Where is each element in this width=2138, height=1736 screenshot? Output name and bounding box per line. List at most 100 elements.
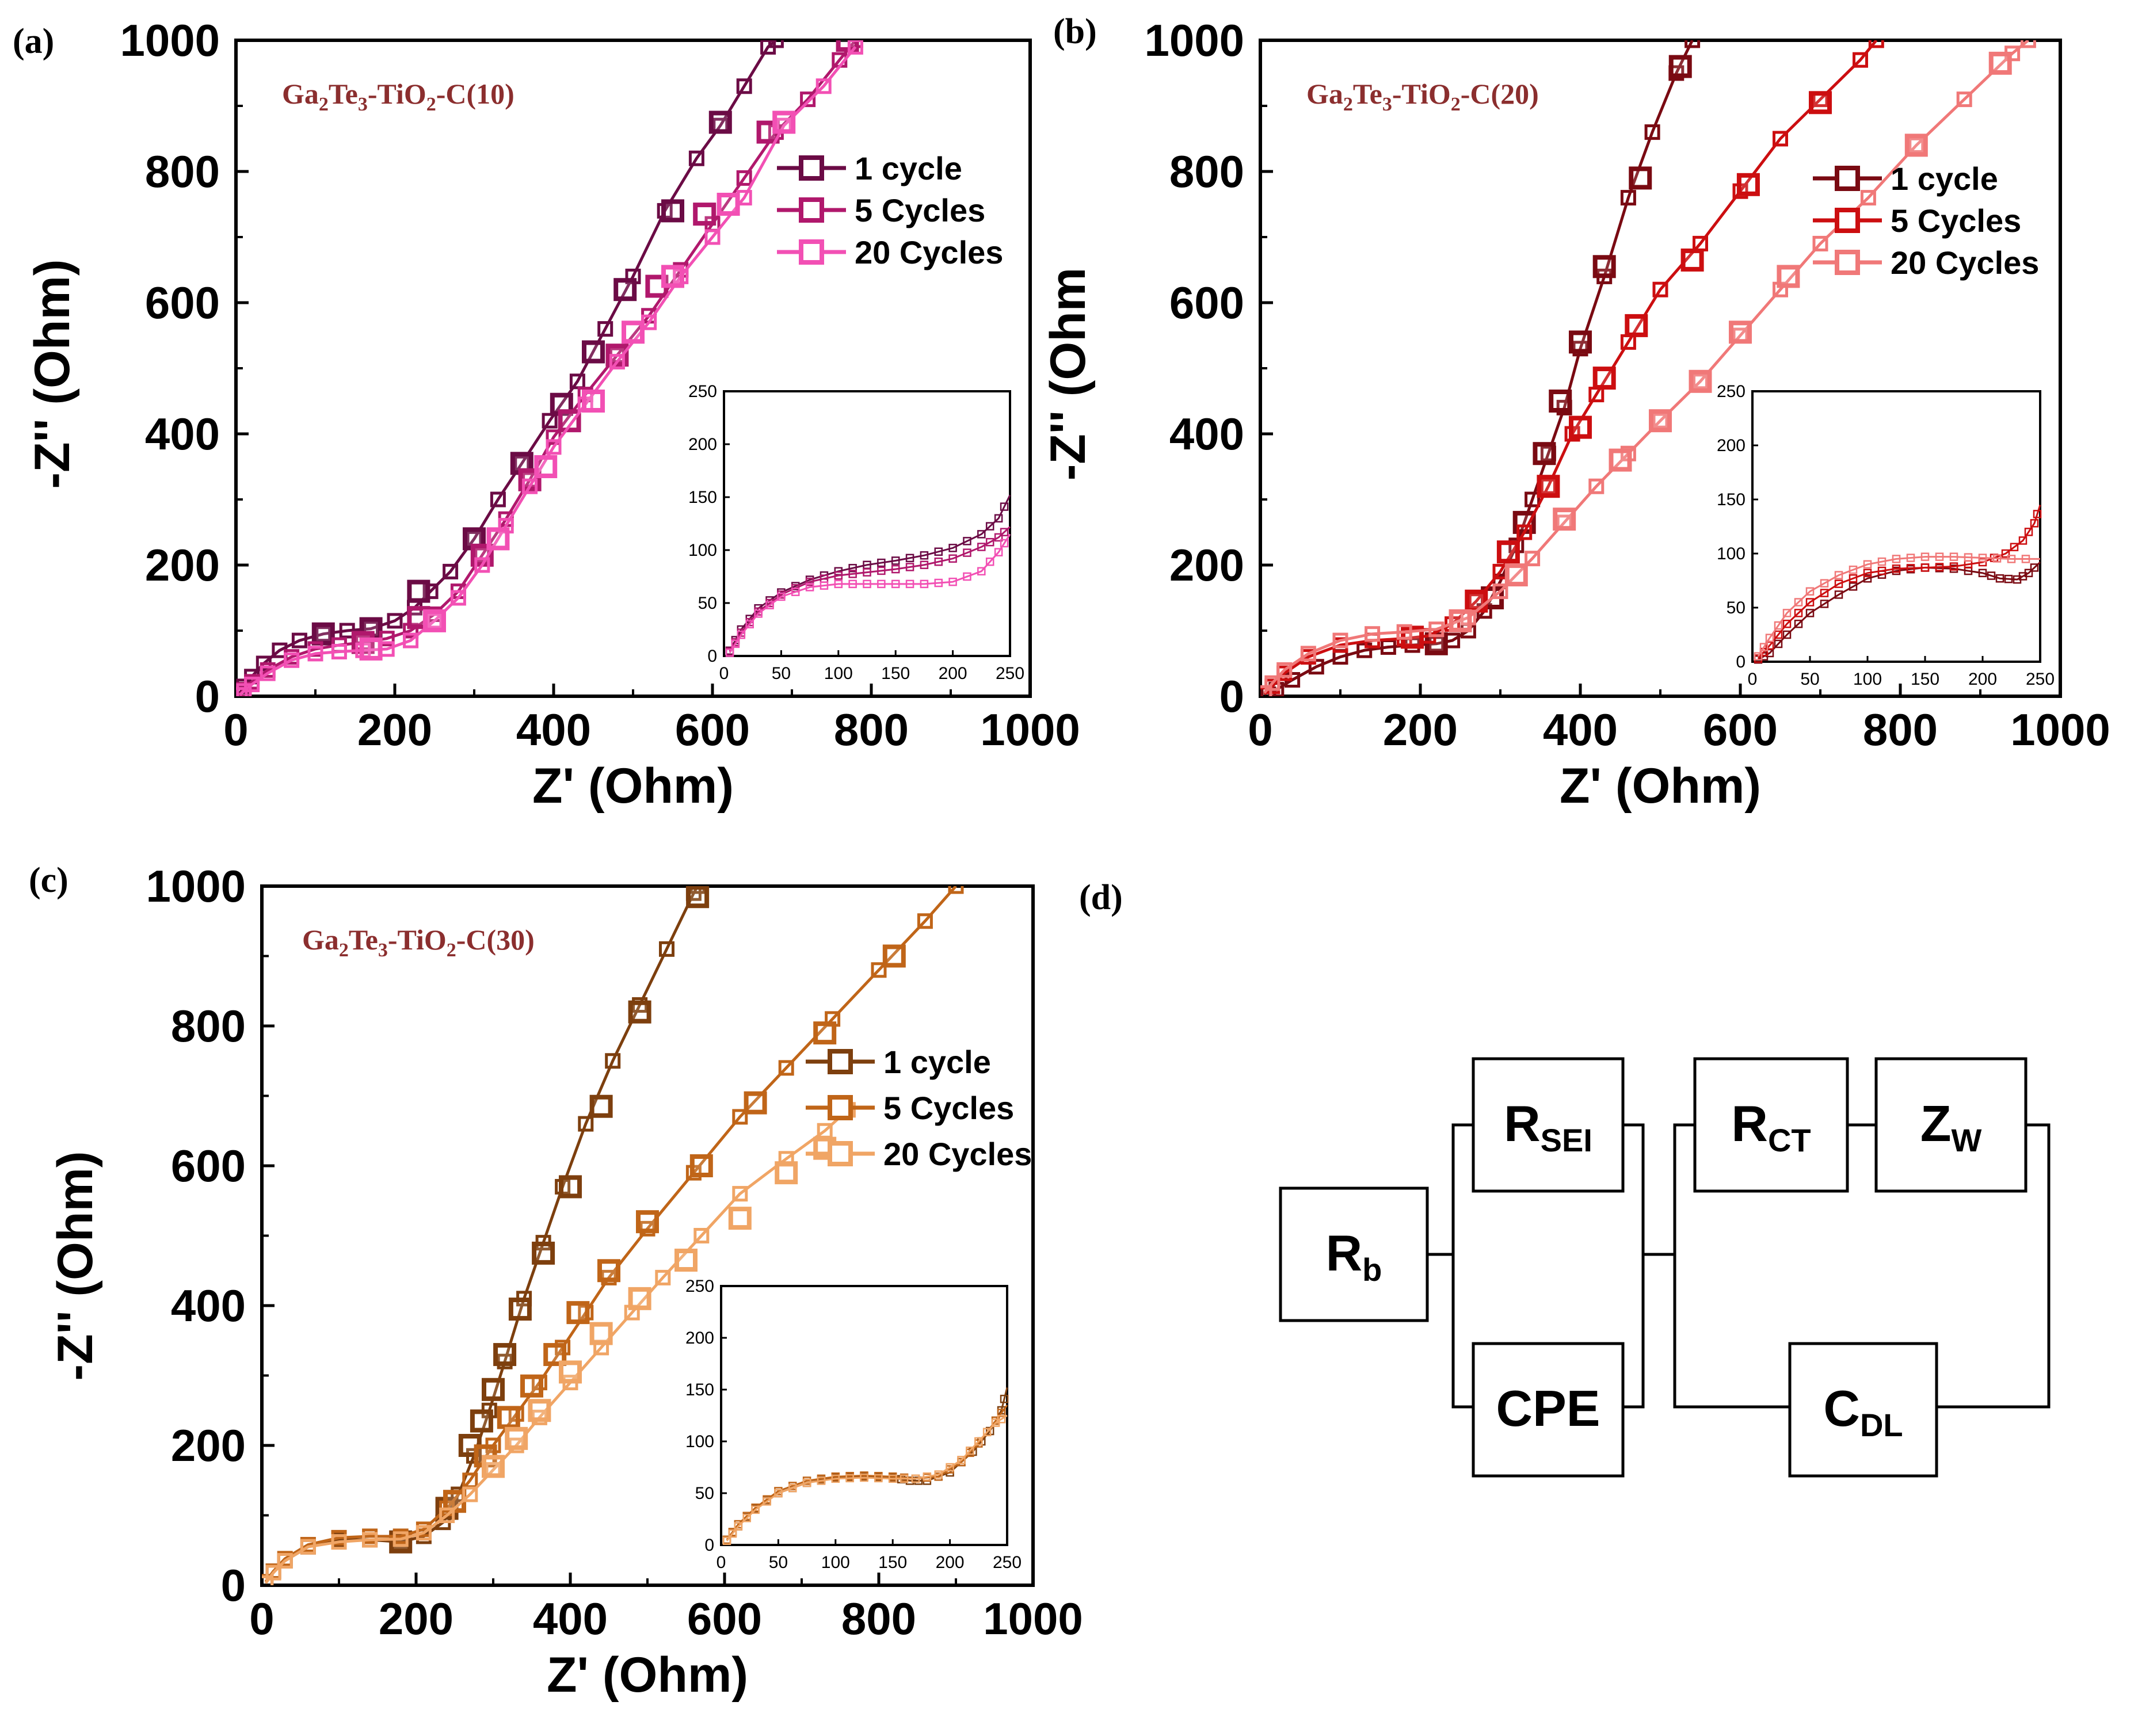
resistor-rct-box xyxy=(1693,1057,1849,1193)
legend-entry: 20 Cycles xyxy=(806,1136,1032,1172)
series-point xyxy=(1332,632,1348,648)
y-tick-label: 600 xyxy=(145,277,220,328)
inset-point xyxy=(863,568,871,577)
inset-point xyxy=(1000,502,1009,511)
series-marker xyxy=(1680,248,1704,272)
inset-point xyxy=(966,1446,974,1455)
inset-y-tick-label: 150 xyxy=(1717,490,1746,509)
series-marker xyxy=(520,1374,543,1398)
series-point xyxy=(1588,478,1605,494)
x-tick-label: 400 xyxy=(533,1593,608,1644)
series-point xyxy=(1572,341,1588,357)
inset-point xyxy=(1820,600,1829,608)
inset-point xyxy=(1863,569,1872,578)
chart-panel-1: (a)Ga2Te3-TiO2-C(10)0 200 400 600 800 1000020… xyxy=(13,15,1080,814)
inset-y-tick-label: 150 xyxy=(685,1380,714,1399)
series-point xyxy=(1276,662,1293,678)
series-point xyxy=(462,1486,478,1502)
inset-point xyxy=(1794,619,1803,628)
inset-x-tick-label: 200 xyxy=(939,664,967,683)
series-point xyxy=(1264,675,1280,691)
series-marker xyxy=(1449,609,1472,632)
inset-x-tick-label: 150 xyxy=(881,664,910,683)
series-point xyxy=(1300,646,1316,662)
series-marker xyxy=(1553,508,1576,531)
series-point xyxy=(403,632,419,648)
inset-point xyxy=(788,1483,797,1493)
series-line-3 xyxy=(239,45,857,696)
legend-marker xyxy=(1835,166,1860,191)
series-marker xyxy=(717,193,740,216)
inset-point xyxy=(891,579,900,589)
series-point xyxy=(331,1534,347,1550)
series-marker xyxy=(686,886,710,909)
inset-x-tick-label: 100 xyxy=(1853,670,1882,689)
series-point xyxy=(416,1525,432,1541)
legend-entry: 5 Cycles xyxy=(1813,203,2021,239)
resistor-rct-label: RCT xyxy=(1731,1095,1811,1158)
capacitor-cdl-box xyxy=(1788,1342,1938,1478)
inset-point xyxy=(905,563,914,571)
series-point xyxy=(597,321,613,337)
series-marker xyxy=(505,1426,528,1450)
x-tick-label: 1000 xyxy=(983,1593,1083,1644)
series-line-1 xyxy=(238,40,777,694)
resistor-rsei-box xyxy=(1472,1057,1625,1193)
capacitor-cdl: CDL xyxy=(1788,1342,1938,1478)
series-point xyxy=(392,1531,409,1547)
inset-point xyxy=(920,579,929,589)
inset-series-line-2 xyxy=(729,526,1011,653)
series-marker xyxy=(1537,475,1560,498)
x-axis-label: Z' (Ohm) xyxy=(547,1647,748,1703)
series-marker xyxy=(532,1241,555,1265)
inset-point xyxy=(1000,1394,1009,1403)
series-point xyxy=(1428,636,1445,652)
series-marker xyxy=(628,1000,651,1024)
series-marker xyxy=(882,944,906,968)
series-marker xyxy=(1625,314,1648,337)
inset-point xyxy=(1978,569,1987,578)
x-tick-label: 800 xyxy=(1863,704,1938,755)
series-marker xyxy=(597,1259,620,1283)
inset-point xyxy=(1892,555,1901,563)
series-marker xyxy=(661,199,684,223)
legend-label: 20 Cycles xyxy=(855,234,1003,270)
series-marker xyxy=(407,579,430,603)
inset-point xyxy=(1949,552,1958,561)
y-tick-label: 1000 xyxy=(1144,15,1244,66)
legend-marker xyxy=(828,1141,853,1166)
series-point xyxy=(609,354,625,370)
x-axis-label: Z' (Ohm) xyxy=(1560,758,1761,814)
legend-marker xyxy=(1835,208,1860,233)
inset-x-tick-label: 50 xyxy=(772,664,791,683)
inset-point xyxy=(1992,554,2002,563)
chart-panel-2: (b)Ga2Te3-TiO2-C(20)0 200 400 600 800 1000020… xyxy=(1041,12,2110,814)
x-tick-label: 200 xyxy=(379,1593,453,1644)
inset-point xyxy=(820,581,829,590)
series-point xyxy=(688,150,704,166)
y-tick-label: 800 xyxy=(145,146,220,197)
panel-label: (d) xyxy=(1079,878,1123,917)
inset-point xyxy=(1849,582,1858,591)
series-point xyxy=(546,439,562,455)
y-axis-label: -Z'' (Ohm xyxy=(1041,268,1096,481)
inset-frame xyxy=(720,1285,1008,1546)
series-point xyxy=(522,478,538,494)
legend-entry: 1 cycle xyxy=(806,1044,991,1080)
inset-point xyxy=(1765,634,1774,642)
series-point xyxy=(426,613,443,629)
inset-point xyxy=(1834,571,1843,579)
inset-point xyxy=(737,630,746,639)
inset-point xyxy=(1782,619,1792,628)
inset-point xyxy=(731,639,740,648)
legend-label: 20 Cycles xyxy=(883,1136,1032,1172)
inset-point xyxy=(1849,565,1858,574)
x-tick-label: 800 xyxy=(841,1593,916,1644)
series-marker xyxy=(582,390,605,413)
inset-series-line-3 xyxy=(729,533,1011,654)
x-tick-label: 1000 xyxy=(980,704,1080,755)
legend-marker xyxy=(799,155,824,181)
x-tick-label: 200 xyxy=(1383,704,1458,755)
series-marker xyxy=(482,1378,505,1401)
